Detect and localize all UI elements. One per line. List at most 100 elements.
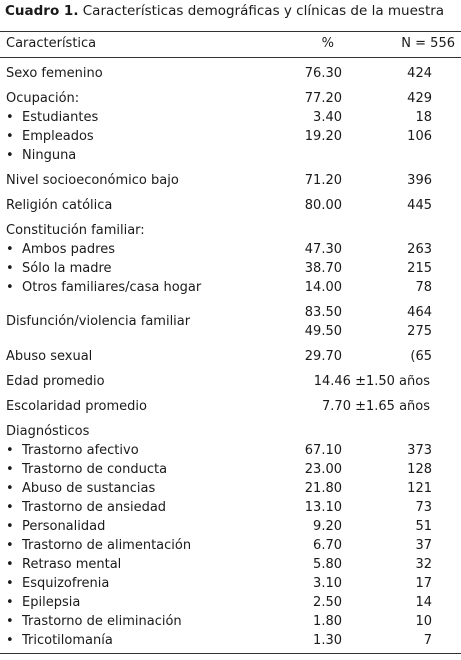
row-label: Sexo femenino [6,66,103,81]
rule [0,31,461,32]
table-subrow: Trastorno de ansiedad 13.10 73 [0,498,461,517]
table-header: Característica % N = 556 [0,33,461,55]
count-cell: 18 [415,110,432,125]
header-cell: Característica [6,36,97,51]
table-subrow: Tricotilomanía 1.30 7 [0,631,461,650]
table-subrow: Epilepsia 2.50 14 [0,593,461,612]
header-cell: N = 556 [401,36,455,51]
row-label: Religión católica [6,198,113,213]
percent-cell: 29.70 [304,349,342,364]
table-subrow: Trastorno afectivo 67.10 373 [0,441,461,460]
table-row: Abuso sexual 29.70 (65 [0,347,461,366]
percent-cell: 77.20 [304,91,342,106]
row-label: Sólo la madre [22,261,112,276]
percent-cell: 23.00 [304,462,342,477]
row-label: Tricotilomanía [22,633,113,648]
percent-cell: 1.30 [313,633,342,648]
caption-label: Cuadro 1. [5,3,79,19]
caption: Cuadro 1. Características demográficas y… [5,3,444,19]
percent-cell: 14.00 [304,280,342,295]
table-subrow: Ambos padres 47.30 263 [0,240,461,259]
count-cell: 424 [407,66,432,81]
sub-row: 49.50 275 [0,322,461,341]
percent-cell: 19.20 [304,129,342,144]
percent-cell: 38.70 [304,261,342,276]
header-cell: % [321,36,334,51]
count-cell: 429 [407,91,432,106]
count-cell: 215 [407,261,432,276]
table-subrow: Sólo la madre 38.70 215 [0,259,461,278]
row-label: Ocupación: [6,91,80,106]
table-subrow: Trastorno de alimentación 6.70 37 [0,536,461,555]
row-label: Nivel socioeconómico bajo [6,173,179,188]
table-subrow: Ninguna [0,146,461,165]
percent-cell: 67.10 [304,443,342,458]
row-label: Retraso mental [22,557,122,572]
row-label: Esquizofrenia [22,576,110,591]
row-label: Estudiantes [22,110,99,125]
count-cell: 10 [415,614,432,629]
row-label: Otros familiares/casa hogar [22,280,202,295]
row-label: Epilepsia [22,595,81,610]
table-row: Diagnósticos [0,422,461,441]
count-cell: 73 [415,500,432,515]
sub-row: 83.50 464 [0,303,461,322]
caption-text: Características demográficas y clínicas … [82,3,445,19]
count-cell: 121 [407,481,432,496]
percent-cell: 80.00 [304,198,342,213]
count-cell: 263 [407,242,432,257]
table-subrow: Estudiantes 3.40 18 [0,108,461,127]
count-cell: 275 [407,324,432,339]
percent-cell: 47.30 [304,242,342,257]
row-label: Trastorno de alimentación [22,538,192,553]
row-label: Abuso sexual [6,349,93,364]
row-label: Escolaridad promedio [6,399,147,414]
table-subrow: Retraso mental 5.80 32 [0,555,461,574]
percent-cell: 3.40 [313,110,342,125]
table-subrow: Abuso de sustancias 21.80 121 [0,479,461,498]
row-label: Constitución familiar: [6,223,145,238]
row-label: Ninguna [22,148,77,163]
row-label: Abuso de sustancias [22,481,156,496]
value-cell: 7.70 ±1.65 años [322,399,430,414]
rule [0,57,461,58]
percent-cell: 5.80 [313,557,342,572]
count-cell: 396 [407,173,432,188]
row-label: Empleados [22,129,94,144]
percent-cell: 9.20 [313,519,342,534]
row-label: Ambos padres [22,242,115,257]
count-cell: 445 [407,198,432,213]
count-cell: 464 [407,305,432,320]
count-cell: 32 [415,557,432,572]
table-subrow: Trastorno de eliminación 1.80 10 [0,612,461,631]
table-subrow: Trastorno de conducta 23.00 128 [0,460,461,479]
row-label: Personalidad [22,519,106,534]
percent-cell: 21.80 [304,481,342,496]
row-label: Edad promedio [6,374,105,389]
table-row: Edad promedio 14.46 ±1.50 años [0,372,461,391]
percent-cell: 76.30 [304,66,342,81]
row-label: Diagnósticos [6,424,90,439]
percent-cell: 3.10 [313,576,342,591]
percent-cell: 49.50 [304,324,342,339]
row-label: Trastorno afectivo [22,443,139,458]
count-cell: 51 [415,519,432,534]
count-cell: 14 [415,595,432,610]
row-label: Disfunción/violencia familiar [6,314,191,329]
table-row: Religión católica 80.00 445 [0,196,461,215]
count-cell: 37 [415,538,432,553]
count-cell: 17 [415,576,432,591]
table-row: Constitución familiar: [0,221,461,240]
row-label: Trastorno de conducta [22,462,168,477]
count-cell: 128 [407,462,432,477]
value-cell: 14.46 ±1.50 años [313,374,430,389]
table-row: Disfunción/violencia familiar 83.50 464 49.… [0,303,461,341]
table-row: Escolaridad promedio 7.70 ±1.65 años [0,397,461,416]
percent-cell: 1.80 [313,614,342,629]
table-subrow: Esquizofrenia 3.10 17 [0,574,461,593]
percent-cell: 71.20 [304,173,342,188]
rule [0,653,461,654]
count-cell: 373 [407,443,432,458]
row-label: Trastorno de ansiedad [22,500,167,515]
